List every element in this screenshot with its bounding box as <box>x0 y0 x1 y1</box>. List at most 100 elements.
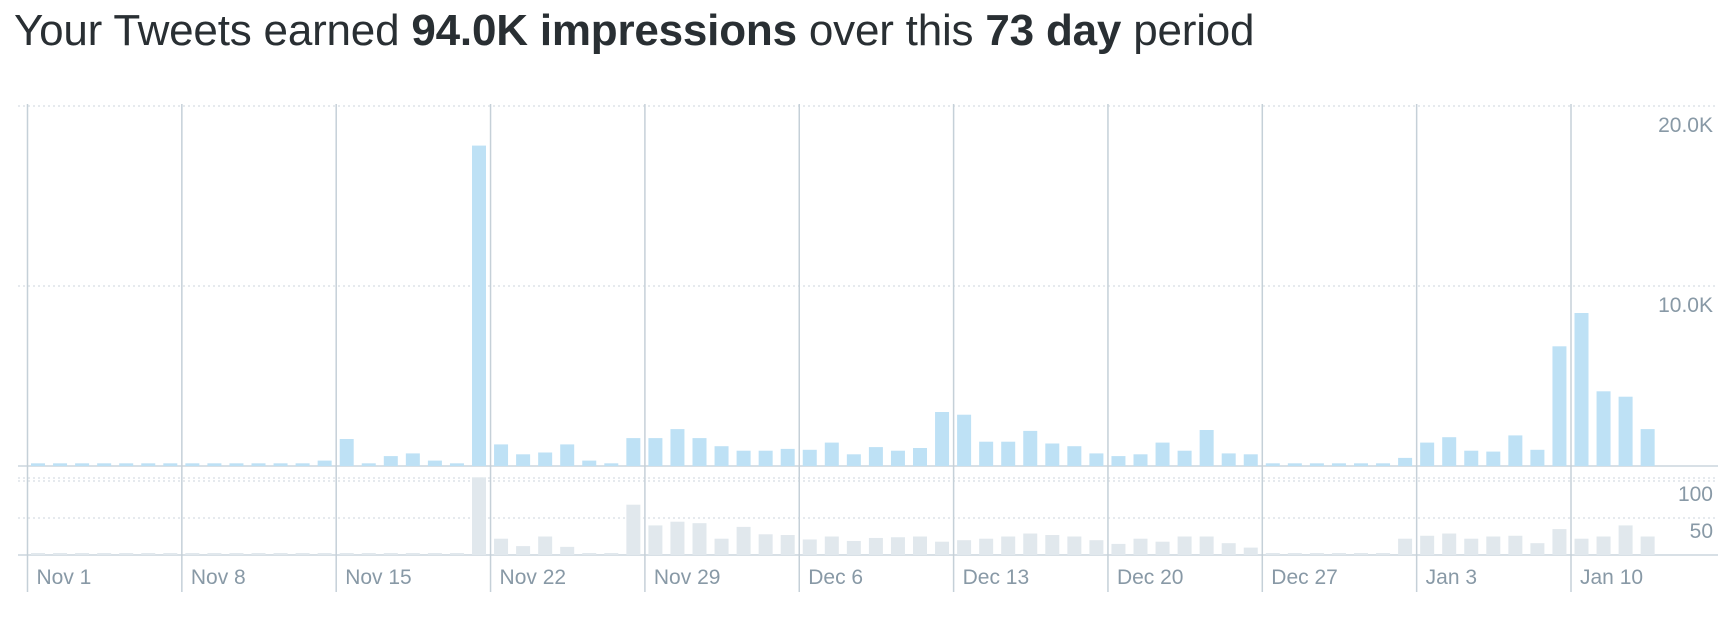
engagements-bar <box>273 553 288 555</box>
headline: Your Tweets earned 94.0K impressions ove… <box>14 6 1255 56</box>
impressions-bar <box>626 438 641 466</box>
impressions-bar <box>913 448 927 466</box>
impressions-bar <box>1199 430 1214 466</box>
engagements-bar <box>538 536 553 555</box>
impressions-bar <box>736 450 751 466</box>
x-tick-label: Nov 1 <box>37 566 92 589</box>
engagements-bar <box>1023 533 1038 555</box>
x-tick-label: Dec 20 <box>1117 566 1184 589</box>
engagements-bar <box>1111 543 1126 555</box>
impressions-bar <box>890 450 905 466</box>
engagements-bar <box>1287 553 1302 555</box>
impressions-bar <box>780 448 795 466</box>
engagements-bar <box>758 534 773 555</box>
impressions-bar <box>604 463 619 466</box>
engagements-bar <box>736 526 751 555</box>
engagements-bar <box>97 553 112 555</box>
x-tick-label: Jan 3 <box>1426 566 1477 589</box>
impressions-bar <box>31 463 45 466</box>
engagements-bar <box>1640 536 1655 555</box>
engagements-bar <box>185 553 200 555</box>
engagements-bar <box>405 553 420 555</box>
impressions-bar <box>1398 457 1413 466</box>
engagements-bar <box>714 538 729 555</box>
impressions-bar <box>935 412 950 466</box>
engagements-bar <box>1376 553 1391 555</box>
impressions-bar <box>1111 456 1126 466</box>
engagements-bar <box>141 553 156 555</box>
impressions-bar <box>560 444 575 466</box>
engagements-bar <box>449 553 464 555</box>
impressions-bar <box>582 460 597 466</box>
engagements-bar <box>1045 535 1060 555</box>
engagements-bar <box>53 553 68 555</box>
impressions-bar <box>273 463 288 466</box>
impressions-bar <box>846 454 861 466</box>
impressions-bar <box>868 447 883 466</box>
engagements-bar <box>1618 525 1633 555</box>
engagements-bar <box>1155 541 1170 555</box>
impressions-bar <box>1265 463 1280 466</box>
impressions-bar <box>1309 463 1324 466</box>
impressions-bar <box>1155 442 1170 466</box>
engagements-bar <box>1221 543 1236 555</box>
impressions-bar <box>1133 454 1148 466</box>
impressions-bar <box>75 463 90 466</box>
impressions-bar <box>1354 463 1368 466</box>
headline-prefix: Your Tweets earned <box>14 6 412 55</box>
y-tick-label-impressions: 20.0K <box>1658 114 1713 137</box>
engagements-bar <box>846 540 861 555</box>
impressions-bar <box>538 452 553 466</box>
impressions-bar <box>53 463 68 466</box>
engagements-bar <box>1001 536 1016 555</box>
impressions-bar <box>494 444 509 466</box>
engagements-bar <box>1442 533 1457 555</box>
headline-suffix: period <box>1121 6 1255 55</box>
impressions-bar <box>1442 437 1457 466</box>
headline-middle: over this <box>796 6 986 55</box>
engagements-bar <box>317 553 332 555</box>
impressions-bar <box>692 438 707 466</box>
impressions-bar <box>1023 430 1038 466</box>
impressions-bar <box>1574 313 1589 466</box>
x-tick-label: Dec 6 <box>808 566 863 589</box>
engagements-bar <box>75 553 90 555</box>
engagements-bar <box>1133 538 1148 555</box>
impressions-bar <box>1067 446 1082 466</box>
axis-labels: 10.0K 20.0K 50 100 Nov 1 Nov 8 Nov 15 Nov 22 Nov… <box>37 114 1714 589</box>
engagements-bar <box>207 553 222 555</box>
engagements-bar <box>251 553 266 555</box>
engagements-bar <box>1464 538 1479 555</box>
engagements-bar <box>648 525 663 555</box>
engagements-bar <box>119 553 134 555</box>
headline-period: 73 day <box>985 6 1122 55</box>
engagements-bar <box>1530 543 1545 555</box>
impressions-bar <box>714 446 729 466</box>
impressions-bar <box>1464 450 1479 466</box>
engagements-bar <box>868 537 883 555</box>
engagements-bar <box>913 536 927 555</box>
engagements-bar <box>229 553 244 555</box>
impressions-bar <box>1243 454 1258 466</box>
engagements-bar <box>1552 529 1567 555</box>
impressions-bar <box>229 463 244 466</box>
x-tick-label: Nov 15 <box>345 566 412 589</box>
engagements-bar <box>472 477 486 555</box>
engagements-bar <box>383 553 398 555</box>
impressions-bar <box>1530 449 1545 466</box>
engagements-bar <box>361 553 376 555</box>
engagements-bar <box>1199 536 1214 555</box>
impressions-bar <box>1508 435 1523 466</box>
engagements-bar <box>31 553 45 555</box>
engagements-bar <box>1309 553 1324 555</box>
engagements-bar <box>626 504 641 555</box>
engagements-bar <box>935 541 950 555</box>
x-tick-label: Nov 29 <box>654 566 721 589</box>
engagements-bar <box>1508 535 1523 555</box>
impressions-bar <box>295 463 310 466</box>
impressions-bar <box>185 463 200 466</box>
engagements-bar <box>824 536 839 555</box>
headline-impressions: 94.0K impressions <box>411 6 797 55</box>
engagements-bar <box>957 540 972 555</box>
engagements-bar <box>295 553 310 555</box>
